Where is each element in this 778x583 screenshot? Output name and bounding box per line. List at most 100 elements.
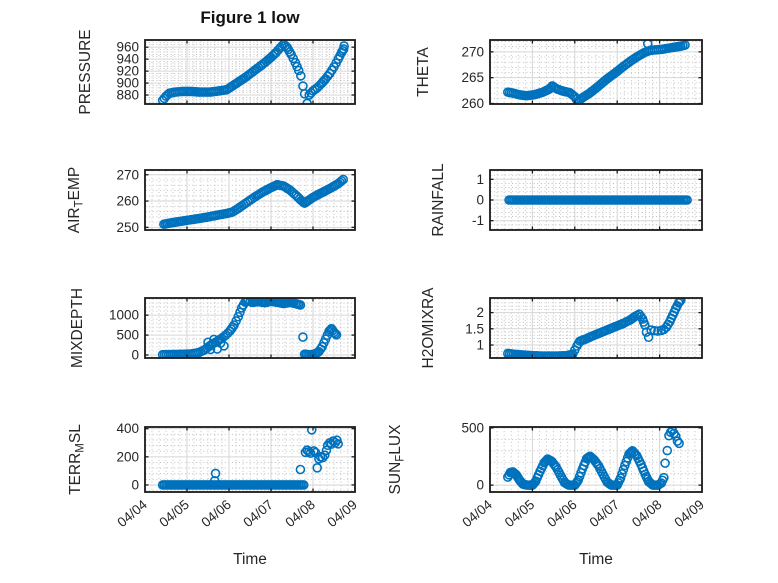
svg-text:1: 1 [476, 172, 484, 187]
svg-text:0: 0 [131, 477, 139, 492]
svg-text:1000: 1000 [109, 308, 139, 323]
y-tick-labels: 0 200 400 [116, 421, 139, 492]
y-tick-labels: 0 500 [461, 420, 484, 492]
y-axis-label-mixdepth: MIXDEPTH [69, 288, 86, 368]
svg-text:04/04: 04/04 [459, 497, 495, 531]
svg-text:500: 500 [116, 328, 139, 343]
svg-text:04/09: 04/09 [324, 497, 360, 530]
subplot-theta: 260 265 270 THETA [415, 39, 703, 111]
svg-text:920: 920 [116, 64, 139, 79]
axes-border [489, 297, 703, 359]
svg-text:04/06: 04/06 [544, 497, 580, 530]
axes-border [144, 39, 356, 105]
minor-grid [145, 298, 355, 358]
svg-text:1: 1 [476, 338, 484, 353]
svg-text:250: 250 [116, 220, 139, 235]
svg-text:270: 270 [461, 44, 484, 59]
x-tick-labels: 04/04 04/05 04/06 04/07 04/08 04/09 [459, 497, 707, 531]
y-tick-labels: 250 260 270 [116, 167, 139, 235]
svg-text:940: 940 [116, 52, 139, 67]
svg-text:265: 265 [461, 70, 484, 85]
svg-text:-1: -1 [472, 213, 484, 228]
y-axis-label-h2omixra: H2OMIXRA [420, 287, 437, 369]
svg-text:500: 500 [461, 420, 484, 435]
tick-marks [490, 298, 702, 358]
scatter-series-rainfall [504, 195, 692, 205]
svg-text:04/09: 04/09 [671, 497, 707, 530]
y-tick-labels: 11.52 [465, 305, 484, 352]
y-axis-label-theta: THETA [415, 47, 432, 97]
tick-marks [145, 40, 355, 104]
svg-text:MIXDEPTH: MIXDEPTH [69, 288, 86, 368]
scatter-series-airtemp [159, 174, 349, 230]
svg-text:260: 260 [116, 194, 139, 209]
svg-text:04/07: 04/07 [587, 497, 623, 530]
subplot-mixdepth: 0 500 1000 MIXDEPTH [69, 288, 356, 368]
svg-text:PRESSURE: PRESSURE [77, 29, 94, 114]
scatter-series-sunflux [503, 427, 684, 490]
svg-text:960: 960 [116, 40, 139, 55]
axes-border [144, 169, 356, 231]
svg-text:04/07: 04/07 [240, 497, 276, 530]
x-tick-labels: 04/04 04/05 04/06 04/07 04/08 04/09 [114, 497, 360, 531]
y-axis-label-pressure: PRESSURE [77, 29, 94, 114]
y-axis-label-airtemp: AIRTEMP [66, 167, 86, 233]
svg-text:400: 400 [116, 421, 139, 436]
scatter-series-pressure [157, 40, 349, 104]
y-axis-label-terrmsl: TERRMSL [67, 424, 87, 495]
subplot-sunflux: 0 500 SUNFLUX 04/04 04/05 04/06 04/07 04/08 04/0… [387, 420, 707, 530]
svg-text:880: 880 [116, 88, 139, 103]
svg-text:200: 200 [116, 449, 139, 464]
svg-text:04/05: 04/05 [156, 497, 192, 530]
scatter-series-h2omixra [503, 298, 686, 358]
svg-text:2: 2 [476, 305, 484, 320]
x-axis-label-left: Time [233, 551, 267, 568]
tick-marks [490, 170, 702, 230]
svg-text:900: 900 [116, 76, 139, 91]
svg-text:04/05: 04/05 [502, 497, 538, 530]
svg-text:THETA: THETA [415, 47, 432, 97]
x-axis-label-right: Time [579, 551, 613, 568]
svg-text:RAINFALL: RAINFALL [430, 163, 447, 237]
svg-text:0: 0 [476, 478, 484, 493]
tick-marks [145, 298, 355, 358]
svg-text:1.5: 1.5 [465, 321, 484, 336]
svg-text:04/08: 04/08 [282, 497, 318, 530]
svg-text:04/06: 04/06 [198, 497, 234, 530]
svg-text:AIRTEMP: AIRTEMP [66, 167, 86, 233]
y-axis-label-rainfall: RAINFALL [430, 163, 447, 237]
y-tick-labels: 260 265 270 [461, 44, 484, 111]
scatter-series-theta [503, 40, 690, 104]
svg-text:SUNFLUX: SUNFLUX [387, 424, 407, 495]
tick-marks [490, 427, 702, 492]
major-grid [490, 298, 702, 358]
scatter-series-terrmsl [157, 427, 343, 490]
axes-border [144, 297, 356, 359]
figure-title: Figure 1 low [200, 8, 300, 27]
axes-border [144, 426, 356, 493]
svg-text:TERRMSL: TERRMSL [67, 424, 87, 495]
subplot-airtemp: 250 260 270 AIRTEMP [66, 167, 356, 235]
axes-border [489, 426, 703, 493]
axes-border [489, 39, 703, 105]
y-axis-label-sunflux: SUNFLUX [387, 424, 407, 495]
y-tick-labels: -1 0 1 [472, 172, 484, 228]
tick-marks [145, 170, 355, 230]
svg-text:260: 260 [461, 96, 484, 111]
tick-marks [145, 427, 355, 492]
y-tick-labels: 0 500 1000 [109, 308, 139, 363]
svg-text:04/08: 04/08 [629, 497, 665, 530]
svg-text:H2OMIXRA: H2OMIXRA [420, 287, 437, 369]
svg-text:04/04: 04/04 [114, 497, 150, 531]
svg-text:0: 0 [131, 348, 139, 363]
tick-marks [490, 40, 702, 105]
svg-text:270: 270 [116, 167, 139, 182]
subplot-rainfall: -1 0 1 RAINFALL [430, 163, 703, 237]
minor-grid [145, 427, 355, 492]
svg-text:0: 0 [476, 193, 484, 208]
